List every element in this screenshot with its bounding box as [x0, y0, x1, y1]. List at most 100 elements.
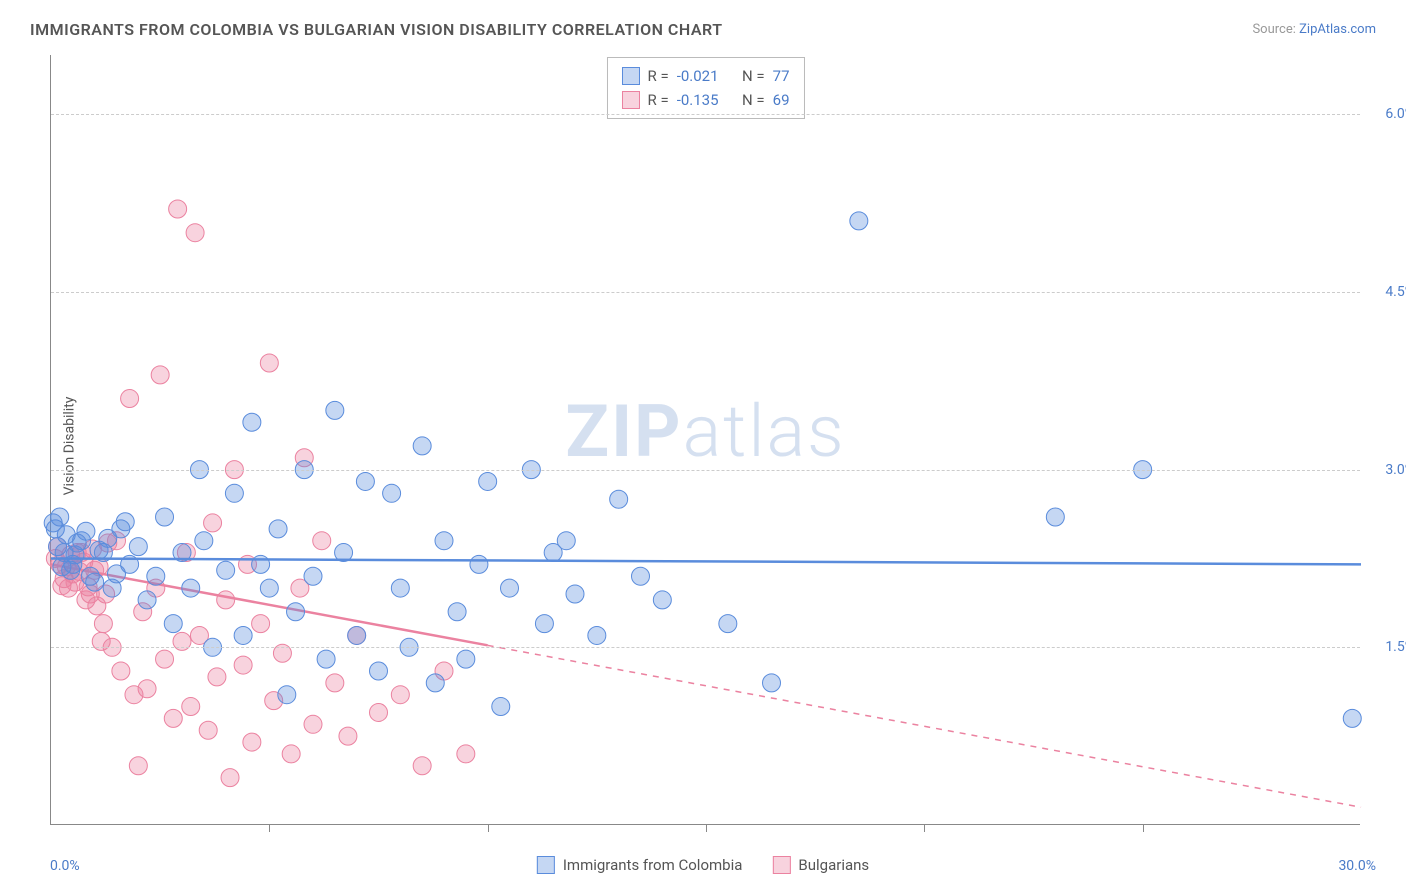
scatter-point-colombia	[138, 591, 156, 609]
x-tick	[488, 824, 489, 832]
scatter-point-bulgarians	[370, 703, 388, 721]
scatter-point-colombia	[156, 508, 174, 526]
scatter-point-colombia	[53, 558, 71, 576]
scatter-point-bulgarians	[121, 390, 139, 408]
scatter-point-colombia	[557, 532, 575, 550]
scatter-point-colombia	[470, 555, 488, 573]
scatter-point-colombia	[435, 532, 453, 550]
scatter-point-bulgarians	[129, 757, 147, 775]
scatter-point-bulgarians	[156, 650, 174, 668]
scatter-point-colombia	[501, 579, 519, 597]
scatter-point-bulgarians	[339, 727, 357, 745]
stats-row-colombia: R = -0.021 N = 77	[621, 64, 789, 88]
scatter-point-colombia	[108, 565, 126, 583]
scatter-point-colombia	[653, 591, 671, 609]
scatter-point-bulgarians	[234, 656, 252, 674]
scatter-point-colombia	[370, 662, 388, 680]
source-label: Source:	[1252, 22, 1295, 37]
scatter-point-bulgarians	[221, 769, 239, 787]
scatter-point-colombia	[426, 674, 444, 692]
scatter-point-bulgarians	[252, 615, 270, 633]
scatter-point-colombia	[278, 686, 296, 704]
stats-row-bulgarians: R = -0.135 N = 69	[621, 88, 789, 112]
scatter-point-colombia	[413, 437, 431, 455]
bottom-legend: Immigrants from Colombia Bulgarians	[537, 856, 869, 874]
scatter-point-colombia	[164, 615, 182, 633]
scatter-point-bulgarians	[138, 680, 156, 698]
scatter-point-colombia	[225, 484, 243, 502]
scatter-point-colombia	[850, 212, 868, 230]
x-tick	[706, 824, 707, 832]
scatter-point-colombia	[243, 413, 261, 431]
scatter-point-colombia	[287, 603, 305, 621]
y-tick-label: 3.0%	[1385, 462, 1406, 478]
scatter-point-bulgarians	[282, 745, 300, 763]
legend-item-bulgarians: Bulgarians	[772, 856, 869, 874]
gridline	[51, 114, 1360, 115]
y-tick-label: 1.5%	[1385, 639, 1406, 655]
scatter-point-colombia	[1046, 508, 1064, 526]
source-link[interactable]: ZipAtlas.com	[1299, 22, 1376, 37]
scatter-point-bulgarians	[457, 745, 475, 763]
scatter-point-bulgarians	[217, 591, 235, 609]
r-label: R =	[647, 64, 668, 88]
scatter-point-bulgarians	[151, 366, 169, 384]
x-tick	[269, 824, 270, 832]
scatter-point-bulgarians	[208, 668, 226, 686]
gridline	[51, 470, 1360, 471]
scatter-point-colombia	[99, 529, 117, 547]
swatch-colombia-icon	[621, 67, 639, 85]
r-value-bulgarians: -0.135	[677, 88, 719, 112]
scatter-point-bulgarians	[94, 615, 112, 633]
scatter-point-bulgarians	[391, 686, 409, 704]
scatter-point-colombia	[77, 522, 95, 540]
scatter-point-bulgarians	[304, 715, 322, 733]
swatch-bulgarians-icon	[772, 856, 790, 874]
scatter-point-bulgarians	[204, 514, 222, 532]
x-tick-max: 30.0%	[1338, 858, 1376, 874]
legend-label-bulgarians: Bulgarians	[798, 856, 869, 874]
scatter-point-colombia	[391, 579, 409, 597]
scatter-point-colombia	[588, 626, 606, 644]
scatter-point-colombia	[457, 650, 475, 668]
y-tick-label: 6.0%	[1385, 106, 1406, 122]
scatter-point-colombia	[147, 567, 165, 585]
scatter-point-bulgarians	[199, 721, 217, 739]
scatter-point-colombia	[304, 567, 322, 585]
scatter-point-colombia	[116, 513, 134, 531]
scatter-point-colombia	[535, 615, 553, 633]
scatter-point-colombia	[182, 579, 200, 597]
trend-line-dashed-bulgarians	[488, 645, 1361, 807]
gridline	[51, 292, 1360, 293]
scatter-point-bulgarians	[182, 698, 200, 716]
swatch-bulgarians-icon	[621, 91, 639, 109]
scatter-point-bulgarians	[186, 224, 204, 242]
correlation-stats-box: R = -0.021 N = 77 R = -0.135 N = 69	[606, 57, 804, 119]
scatter-point-colombia	[610, 490, 628, 508]
scatter-point-colombia	[719, 615, 737, 633]
n-label: N =	[742, 88, 765, 112]
x-tick-min: 0.0%	[50, 858, 80, 874]
scatter-point-colombia	[129, 538, 147, 556]
scatter-point-colombia	[217, 561, 235, 579]
scatter-point-colombia	[252, 555, 270, 573]
scatter-point-colombia	[1343, 709, 1361, 727]
scatter-point-colombia	[260, 579, 278, 597]
y-tick-label: 4.5%	[1385, 284, 1406, 300]
scatter-point-bulgarians	[169, 200, 187, 218]
scatter-point-colombia	[479, 472, 497, 490]
scatter-point-colombia	[566, 585, 584, 603]
chart-plot-area: ZIPatlas R = -0.021 N = 77 R = -0.135 N …	[50, 55, 1360, 825]
source-attribution: Source: ZipAtlas.com	[1252, 22, 1376, 37]
scatter-plot-svg	[51, 55, 1360, 824]
x-tick	[1143, 824, 1144, 832]
scatter-point-colombia	[383, 484, 401, 502]
scatter-point-colombia	[234, 626, 252, 644]
legend-label-colombia: Immigrants from Colombia	[563, 856, 743, 874]
n-label: N =	[742, 64, 765, 88]
n-value-bulgarians: 69	[773, 88, 790, 112]
gridline	[51, 647, 1360, 648]
scatter-point-colombia	[51, 508, 69, 526]
scatter-point-colombia	[269, 520, 287, 538]
scatter-point-bulgarians	[313, 532, 331, 550]
